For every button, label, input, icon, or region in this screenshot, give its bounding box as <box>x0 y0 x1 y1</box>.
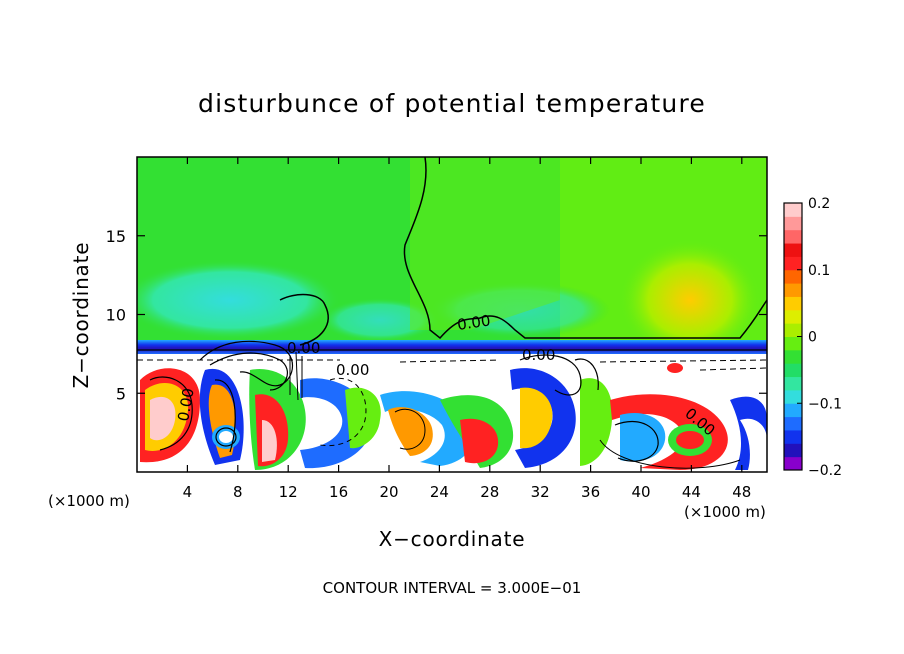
x-tick-label: 48 <box>732 483 751 501</box>
colorbar-swatch <box>784 296 802 311</box>
x-tick-label: 36 <box>581 483 600 501</box>
colorbar-swatch <box>784 349 802 364</box>
x-tick-label: 24 <box>430 483 449 501</box>
field-light-green <box>410 157 560 330</box>
x-tick-label: 20 <box>379 483 398 501</box>
x-tick-label: 12 <box>279 483 298 501</box>
contour-line <box>137 359 767 363</box>
colorbar-tick-label: 0.1 <box>808 263 830 279</box>
x-axis-label: X−coordinate <box>379 527 526 551</box>
contour-line <box>209 352 288 391</box>
eddy-red <box>667 363 683 373</box>
eddy-white <box>150 396 176 441</box>
colorbar-swatch <box>784 403 802 418</box>
contour-label: 0.00 <box>456 311 492 333</box>
colorbar-swatch <box>784 376 802 391</box>
field-cool-patch <box>137 260 340 340</box>
eddy-green <box>580 378 613 466</box>
contour-label: 0.00 <box>287 339 320 357</box>
x-axis-unit-left: (×1000 m) <box>48 492 130 510</box>
colorbar-swatch <box>784 389 802 404</box>
colorbar-swatch <box>784 229 802 244</box>
x-tick-label: 16 <box>329 483 348 501</box>
x-tick-label: 4 <box>183 483 193 501</box>
colorbar-swatch <box>784 456 802 471</box>
x-tick-label: 28 <box>480 483 499 501</box>
colorbar-tick-label: 0.2 <box>808 196 830 212</box>
contour-line <box>149 376 193 451</box>
y-axis-label: Z−coordinate <box>69 242 93 389</box>
contour-line <box>394 408 426 450</box>
x-tick-label: 32 <box>531 483 550 501</box>
colorbar-tick-label: −0.2 <box>808 463 842 479</box>
colorbar-swatch <box>784 336 802 351</box>
eddy-green <box>345 387 381 449</box>
colorbar-swatch <box>784 283 802 297</box>
colorbar-swatch <box>784 323 802 337</box>
chart-title: disturbunce of potential temperature <box>198 89 706 118</box>
contour-line <box>403 157 767 340</box>
contour-line <box>699 367 767 371</box>
x-tick-label: 8 <box>233 483 243 501</box>
contour-line <box>199 340 293 387</box>
y-axis: 5 10 15 <box>106 227 767 403</box>
eddy-white <box>262 420 277 462</box>
plot-area <box>137 157 767 472</box>
y-tick-label: 10 <box>106 306 126 325</box>
colorbar-swatch <box>784 416 802 431</box>
x-tick-label: 44 <box>682 483 701 501</box>
eddy-red <box>460 418 499 464</box>
y-tick-label: 5 <box>116 384 126 403</box>
contour-line <box>519 354 582 396</box>
eddy-orange <box>388 407 433 456</box>
x-tick-label: 40 <box>631 483 650 501</box>
eddy-white <box>740 418 767 470</box>
contour-line <box>289 351 303 401</box>
eddy-cyan <box>620 412 666 462</box>
colorbar-tick-label: −0.1 <box>808 396 842 412</box>
contour-label: 0.00 <box>174 387 198 423</box>
colorbar-swatch <box>784 443 802 458</box>
colorbar-swatch <box>784 269 802 284</box>
eddy-yellow <box>520 387 553 449</box>
contour-label: 0.00 <box>522 346 555 364</box>
colorbar-swatch <box>784 309 802 324</box>
colorbar: 0.2 0.1 0 −0.1 −0.2 <box>783 196 842 479</box>
contour-label: 0.00 <box>336 361 369 379</box>
colorbar-swatch <box>784 429 802 444</box>
contour-line <box>319 377 367 447</box>
contour-interval-note: CONTOUR INTERVAL = 3.000E−01 <box>323 579 582 597</box>
x-axis-unit-right: (×1000 m) <box>684 503 766 521</box>
colorbar-swatch <box>784 203 802 217</box>
contour-line <box>215 427 237 447</box>
eddy-white <box>219 431 233 443</box>
contour-line <box>279 293 329 346</box>
eddy-red <box>676 431 704 449</box>
field-warm-patch <box>620 240 760 360</box>
contour-line <box>214 379 236 453</box>
colorbar-swatch <box>784 256 802 271</box>
contour-line <box>574 358 599 391</box>
colorbar-swatch <box>784 216 802 231</box>
colorbar-swatch <box>784 243 802 257</box>
colorbar-swatch <box>784 363 802 378</box>
inversion-band <box>137 340 767 354</box>
colorbar-tick-label: 0 <box>808 330 817 346</box>
x-axis: 4 8 12 16 20 24 28 32 36 40 44 48 <box>183 157 751 501</box>
contour-line <box>599 439 741 469</box>
y-tick-label: 15 <box>106 227 126 246</box>
